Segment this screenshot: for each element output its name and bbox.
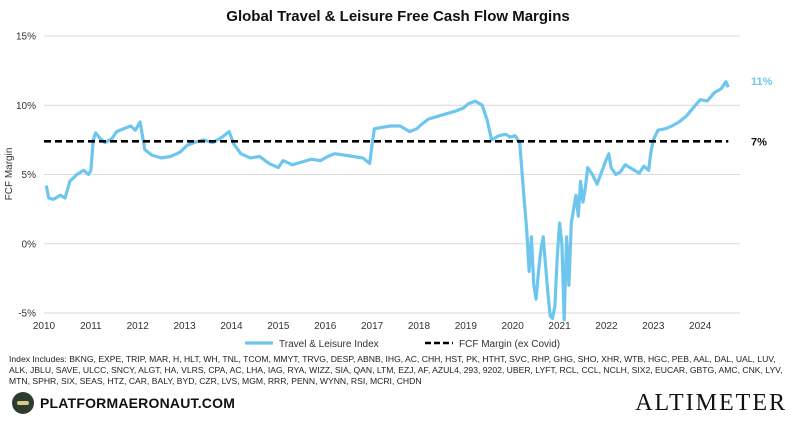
x-tick-label: 2012 xyxy=(127,321,150,332)
x-tick-label: 2021 xyxy=(548,321,571,332)
y-axis-label: FCF Margin xyxy=(4,148,15,201)
travel-leisure-index-line xyxy=(44,80,730,322)
chart: Global Travel & Leisure Free Cash Flow M… xyxy=(4,8,773,350)
altimeter-logo: ALTIMETER xyxy=(635,390,787,416)
x-tick-label: 2024 xyxy=(689,321,712,332)
y-axis-ticks: -5% 0% 5% 10% 15% xyxy=(16,32,36,320)
index-footnote: Index Includes: BKNG, EXPE, TRIP, MAR, H… xyxy=(9,354,783,387)
fcf-margin-end-label: 7% xyxy=(751,136,767,148)
x-axis-ticks: 2010 2011 2012 2013 2014 2015 2016 2017 2018 2019… xyxy=(33,321,712,332)
x-tick-label: 2022 xyxy=(595,321,618,332)
index-end-label: 11% xyxy=(751,76,773,88)
x-tick-label: 2016 xyxy=(314,321,337,332)
chart-title: Global Travel & Leisure Free Cash Flow M… xyxy=(226,8,569,25)
x-tick-label: 2020 xyxy=(502,321,525,332)
legend-label: FCF Margin (ex Covid) xyxy=(459,339,560,350)
legend: Travel & Leisure Index FCF Margin (ex Cov… xyxy=(245,339,560,350)
x-tick-label: 2014 xyxy=(220,321,243,332)
y-tick-label: 0% xyxy=(22,239,37,250)
x-tick-label: 2023 xyxy=(642,321,665,332)
platform-aeronaut-brand[interactable]: PLATFORMAERONAUT.COM xyxy=(12,392,235,414)
x-tick-label: 2019 xyxy=(455,321,478,332)
aeronaut-logo-icon xyxy=(12,392,34,414)
gridlines xyxy=(44,35,740,314)
y-tick-label: 15% xyxy=(16,32,36,43)
y-tick-label: 5% xyxy=(22,170,37,181)
y-tick-label: 10% xyxy=(16,101,36,112)
series-layer xyxy=(44,80,730,322)
legend-label: Travel & Leisure Index xyxy=(279,339,379,350)
x-tick-label: 2011 xyxy=(80,321,102,332)
platform-aeronaut-text: PLATFORMAERONAUT.COM xyxy=(40,395,236,411)
x-tick-label: 2017 xyxy=(361,321,384,332)
x-tick-label: 2013 xyxy=(173,321,196,332)
x-tick-label: 2018 xyxy=(408,321,431,332)
x-tick-label: 2015 xyxy=(267,321,290,332)
y-tick-label: -5% xyxy=(18,309,36,320)
end-labels: 11% 7% xyxy=(751,76,773,148)
x-tick-label: 2010 xyxy=(33,321,56,332)
